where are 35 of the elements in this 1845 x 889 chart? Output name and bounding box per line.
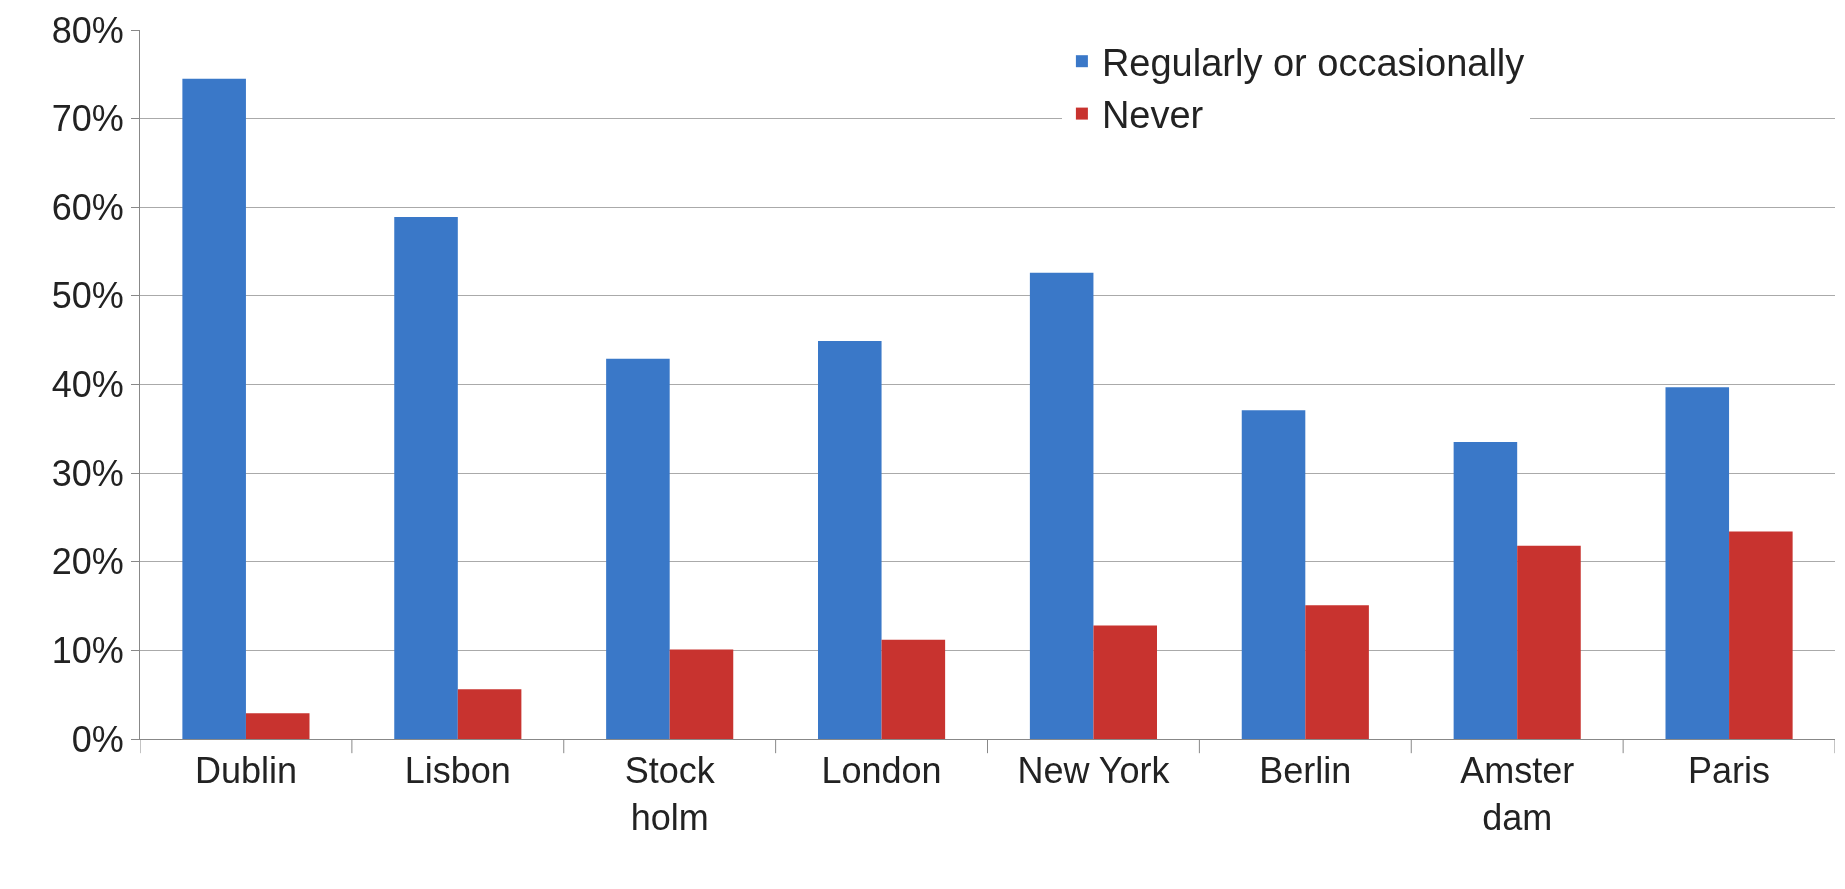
y-tick-label: 10% xyxy=(51,629,124,671)
bar xyxy=(182,78,246,739)
bar xyxy=(245,713,310,739)
bar xyxy=(1729,531,1793,739)
x-tick-label: London xyxy=(821,750,942,792)
x-tick-label: Amster dam xyxy=(1460,750,1575,838)
legend-label: Regularly or occasionally xyxy=(1101,42,1525,85)
legend-label: Never xyxy=(1101,94,1204,137)
bar xyxy=(1453,442,1518,739)
bar xyxy=(1093,625,1157,739)
x-tick-label: Paris xyxy=(1688,750,1771,792)
bar xyxy=(394,217,458,739)
y-tick-label: 20% xyxy=(51,541,124,583)
y-tick-label: 30% xyxy=(51,452,124,494)
x-tick-label: Stock holm xyxy=(624,750,716,838)
bar xyxy=(1029,272,1094,739)
bar xyxy=(881,639,946,739)
y-tick-label: 0% xyxy=(71,718,124,760)
y-tick-label: 40% xyxy=(51,364,124,406)
x-tick-label: Dublin xyxy=(194,750,297,792)
bar xyxy=(457,689,522,739)
bar xyxy=(818,341,882,739)
bar xyxy=(1241,410,1306,739)
y-tick-label: 50% xyxy=(51,275,124,317)
x-tick-label: Berlin xyxy=(1259,750,1352,792)
x-tick-label: New York xyxy=(1017,750,1171,792)
x-tick-label: Lisbon xyxy=(404,750,511,792)
bar xyxy=(669,649,734,739)
y-tick-label: 60% xyxy=(51,186,124,228)
bar xyxy=(1517,545,1581,739)
y-tick-label: 80% xyxy=(51,9,124,51)
bar xyxy=(1665,387,1730,739)
y-tick-label: 70% xyxy=(51,98,124,140)
bar xyxy=(606,358,670,739)
bar xyxy=(1305,605,1369,739)
